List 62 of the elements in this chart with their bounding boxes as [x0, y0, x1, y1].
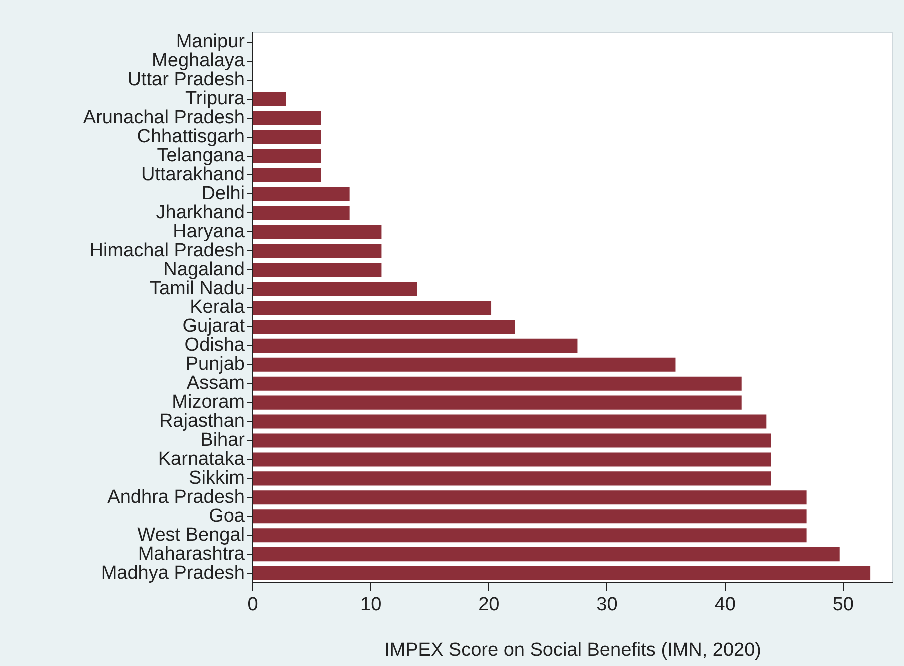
bar	[254, 225, 382, 240]
x-axis-title: IMPEX Score on Social Benefits (IMN, 2020)	[384, 640, 762, 661]
bar	[254, 244, 382, 258]
bar	[254, 510, 807, 524]
bar	[254, 130, 322, 144]
x-tick-label: 30	[596, 594, 618, 616]
bar	[254, 528, 807, 543]
y-tick-label: Karnataka	[158, 448, 246, 470]
bar	[254, 92, 286, 106]
y-tick-label: Bihar	[200, 430, 246, 451]
bar	[254, 472, 772, 486]
y-tick-label: Uttarakhand	[141, 164, 245, 186]
y-tick-label: West Bengal	[138, 524, 245, 546]
bar	[254, 548, 840, 562]
y-tick-label: Delhi	[202, 183, 245, 204]
y-tick-label: Rajasthan	[159, 411, 245, 432]
bar	[254, 566, 871, 581]
y-tick-label: Jharkhand	[156, 202, 245, 224]
y-tick-label: Assam	[186, 373, 245, 394]
y-tick-label: Arunachal Pradesh	[83, 108, 245, 129]
y-tick-label: Maharashtra	[138, 544, 246, 565]
bar	[254, 452, 772, 467]
y-tick-label: Uttar Pradesh	[128, 70, 245, 91]
y-tick-label: Punjab	[186, 354, 245, 376]
y-tick-label: Haryana	[173, 221, 246, 242]
bar	[254, 168, 322, 182]
bar	[254, 149, 322, 164]
y-tick-label: Telangana	[157, 146, 246, 167]
bar	[254, 300, 492, 316]
y-tick-label: Tripura	[186, 88, 246, 110]
x-tick-label: 0	[248, 594, 258, 616]
y-tick-label: Kerala	[190, 297, 246, 318]
x-tick-label: 20	[478, 594, 500, 616]
bar	[254, 396, 742, 410]
bar	[254, 320, 516, 334]
y-tick-label: Sikkim	[189, 468, 245, 489]
y-tick-label: Tamil Nadu	[150, 278, 245, 300]
y-tick-label: Odisha	[184, 335, 246, 356]
bar	[254, 263, 382, 278]
y-tick-label: Meghalaya	[152, 50, 246, 72]
bar	[254, 282, 418, 296]
y-tick-label: Manipur	[176, 32, 246, 53]
y-tick-label: Gujarat	[182, 316, 246, 338]
bar	[254, 434, 772, 448]
bar	[254, 187, 350, 202]
bar	[254, 206, 350, 220]
x-tick-label: 40	[714, 594, 736, 616]
y-tick-label: Chhattisgarh	[137, 126, 245, 148]
x-tick-label: 50	[832, 594, 854, 616]
bar	[254, 111, 322, 126]
y-tick-label: Himachal Pradesh	[90, 240, 245, 262]
x-tick-label: 10	[360, 594, 382, 616]
y-tick-label: Mizoram	[172, 392, 245, 414]
y-tick-label: Madhya Pradesh	[101, 562, 245, 584]
bar	[254, 490, 807, 505]
y-tick-label: Nagaland	[164, 259, 245, 280]
bar	[254, 376, 742, 391]
bar	[254, 358, 676, 372]
bar	[254, 338, 578, 353]
y-tick-label: Andhra Pradesh	[108, 486, 245, 508]
bar	[254, 414, 767, 429]
y-tick-label: Goa	[209, 506, 246, 527]
